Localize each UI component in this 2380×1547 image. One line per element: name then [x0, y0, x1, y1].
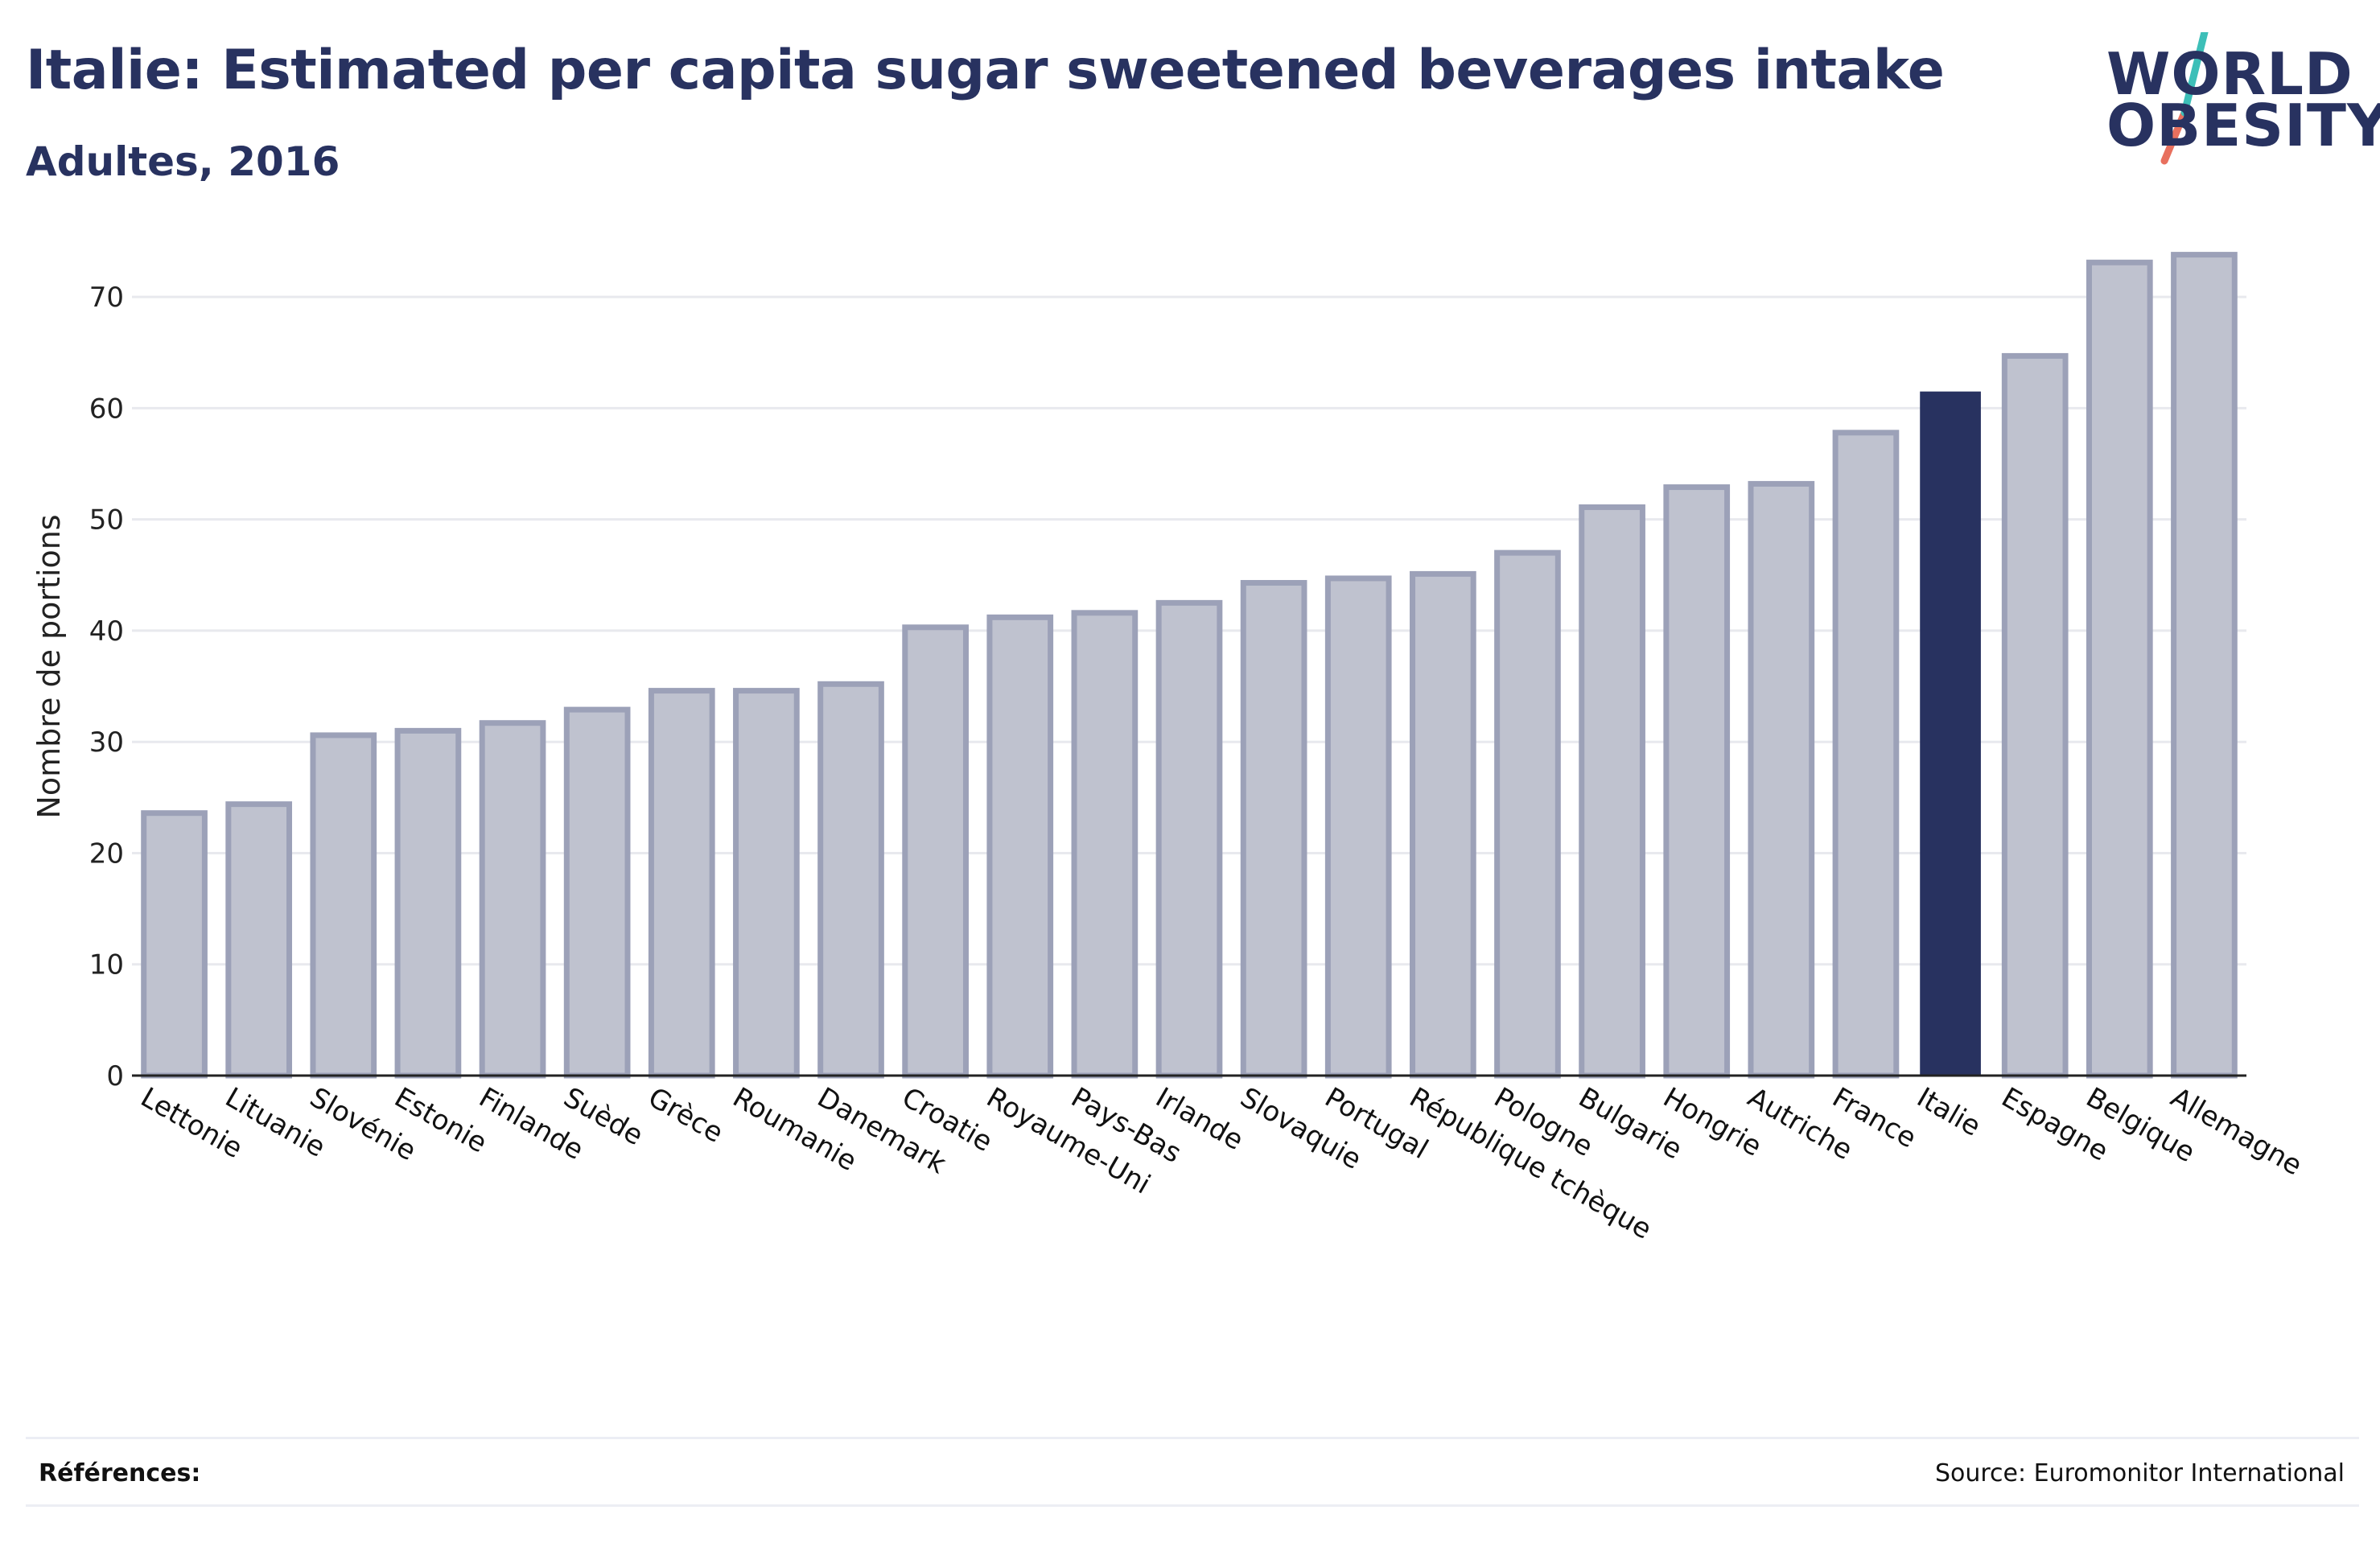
y-tick-label: 50: [89, 504, 124, 537]
x-tick-label: Grèce: [643, 1081, 729, 1150]
bar: [648, 688, 715, 1079]
y-tick-label: 40: [89, 615, 124, 648]
chart-subtitle: Adultes, 2016: [26, 138, 340, 185]
bar: [225, 801, 293, 1079]
bar: [733, 688, 800, 1079]
bar: [2171, 252, 2238, 1079]
y-tick-label: 20: [89, 837, 124, 870]
bar: [817, 681, 884, 1079]
bar: [1324, 575, 1392, 1079]
y-tick-label: 10: [89, 949, 124, 981]
y-tick-label: 30: [89, 726, 124, 759]
bar: [1579, 504, 1645, 1079]
footer-divider-bottom: [26, 1504, 2359, 1507]
bar: [479, 720, 546, 1079]
bar: [1410, 570, 1476, 1079]
bar: [1494, 549, 1561, 1079]
y-axis-label: Nombre de portions: [31, 514, 67, 818]
bar: [1240, 579, 1307, 1079]
bar: [2001, 352, 2069, 1079]
y-tick-label: 0: [106, 1060, 124, 1092]
bar: [2086, 259, 2153, 1079]
references-label: Références:: [39, 1459, 201, 1487]
bar: [1663, 484, 1731, 1079]
bar: [310, 732, 377, 1079]
bar: [1071, 610, 1139, 1079]
y-tick-label: 70: [89, 282, 124, 314]
x-tick-label: Allemagne: [2165, 1081, 2308, 1182]
bar: [563, 706, 631, 1079]
chart-title: Italie: Estimated per capita sugar sweet…: [26, 39, 1945, 102]
bar: [902, 624, 969, 1079]
bar: [1920, 391, 1981, 1076]
bar: [1155, 599, 1223, 1079]
source-text: Source: Euromonitor International: [1934, 1459, 2345, 1487]
bar: [1832, 430, 1900, 1079]
logo-slash-icon: [2160, 32, 2209, 165]
world-obesity-logo: WORLD OBESITY: [2092, 32, 2380, 169]
footer-divider-top: [26, 1437, 2359, 1439]
bar: [394, 727, 462, 1079]
y-tick-label: 60: [89, 393, 124, 425]
logo-text-world: WORLD: [2106, 40, 2353, 108]
bar: [1748, 480, 1815, 1079]
x-tick-label: Italie: [1912, 1081, 1987, 1143]
bar: [986, 614, 1054, 1079]
bar: [141, 810, 208, 1079]
logo-text-obesity: OBESITY: [2106, 92, 2380, 159]
